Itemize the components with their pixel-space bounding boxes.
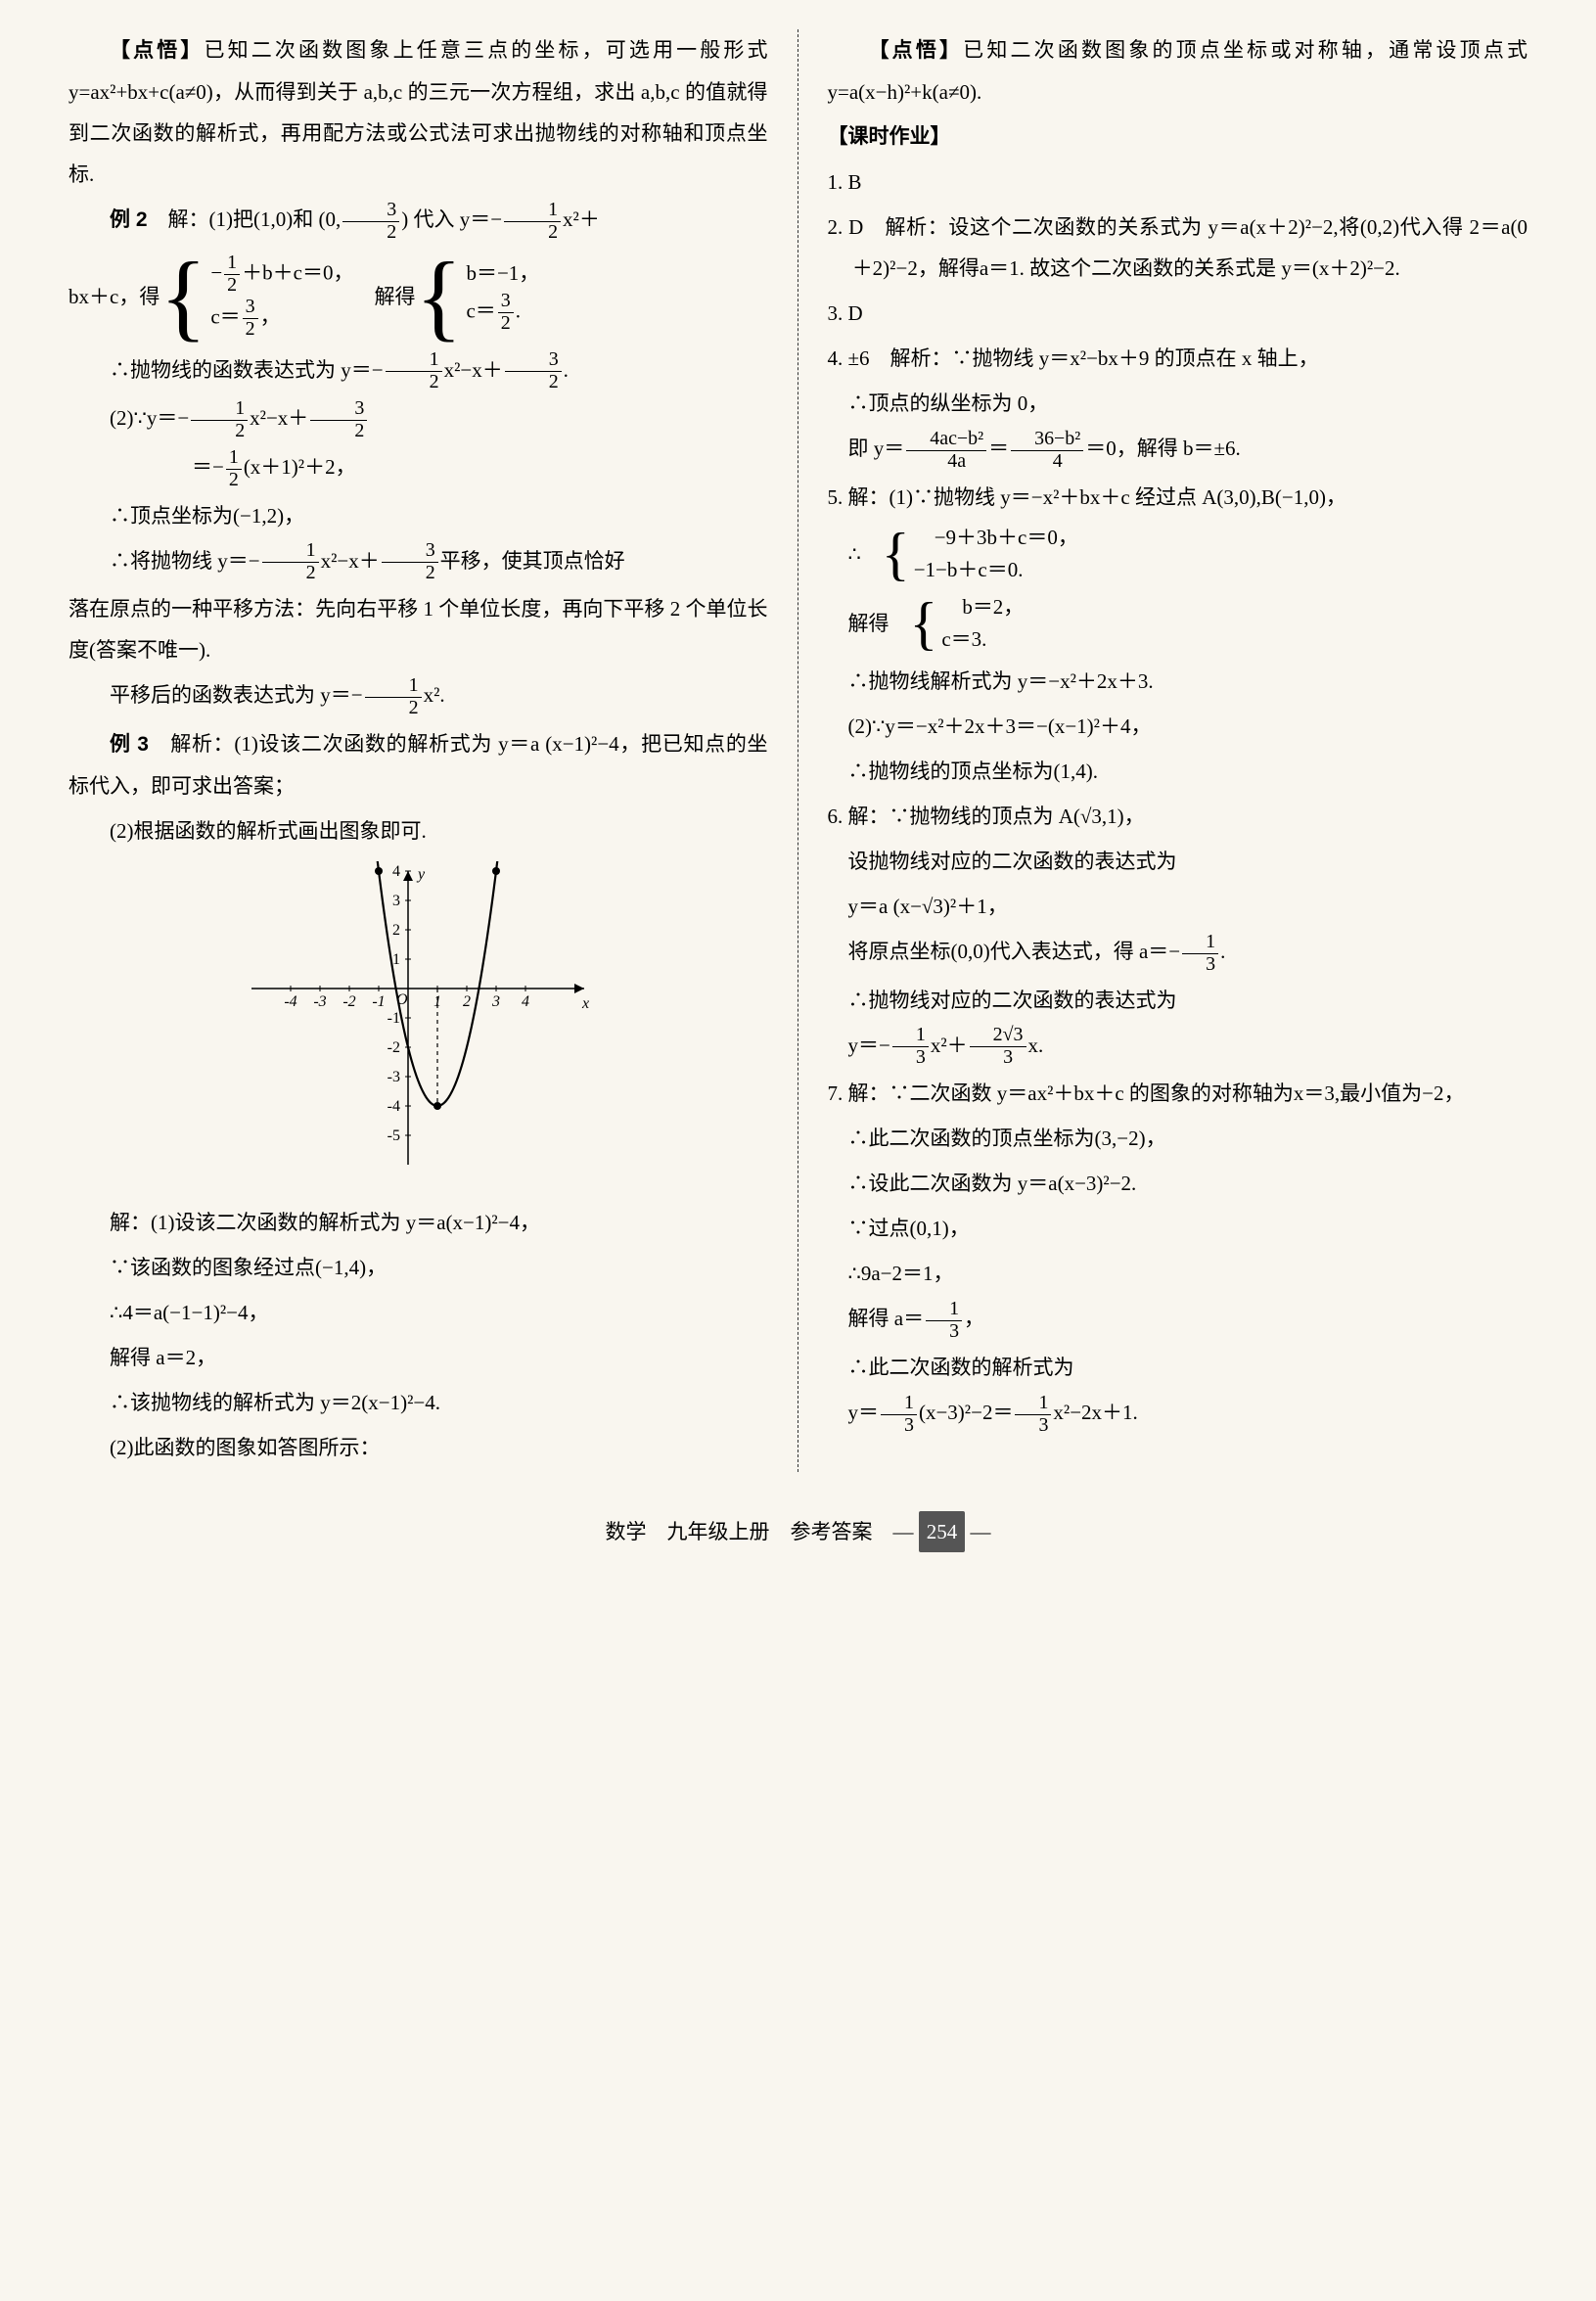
- parabola-chart: -4-3-2-112341234-1-2-3-4-5Oxy: [68, 861, 768, 1188]
- ex2-p3: ∴抛物线的函数表达式为 y＝−12x²−x＋32.: [68, 349, 768, 394]
- q7e: ∴9a−2＝1，: [828, 1253, 1528, 1294]
- svg-text:2: 2: [392, 922, 400, 939]
- ex3-p2: (2)根据函数的解析式画出图象即可.: [68, 810, 768, 851]
- ex2-p6: ∴顶点坐标为(−1,2)，: [68, 495, 768, 536]
- svg-text:x: x: [581, 995, 589, 1012]
- svg-text:y: y: [416, 866, 426, 883]
- svg-text:-3: -3: [388, 1069, 400, 1085]
- q7b: ∴此二次函数的顶点坐标为(3,−2)，: [828, 1118, 1528, 1159]
- left-column: 【点悟】已知二次函数图象上任意三点的坐标，可选用一般形式 y=ax²+bx+c(…: [39, 29, 798, 1472]
- ex2-p1c: x²＋: [563, 207, 600, 231]
- q5-sol: 解得 { b＝2， c＝3.: [828, 591, 1528, 657]
- svg-text:-4: -4: [388, 1098, 400, 1115]
- q5-sys: ∴ { −9＋3b＋c＝0， −1−b＋c＝0.: [828, 522, 1528, 587]
- q5e: ∴抛物线的顶点坐标为(1,4).: [828, 751, 1528, 792]
- right-column: 【点悟】已知二次函数图象的顶点坐标或对称轴，通常设顶点式 y=a(x−h)²+k…: [798, 29, 1558, 1472]
- svg-text:-2: -2: [388, 1039, 400, 1056]
- q1: 1. B: [828, 161, 1528, 203]
- svg-text:1: 1: [392, 951, 400, 968]
- svg-text:3: 3: [491, 993, 500, 1010]
- svg-text:-3: -3: [314, 993, 327, 1010]
- ex2-p2-lead: bx＋c，得: [68, 276, 160, 317]
- svg-text:2: 2: [463, 993, 471, 1010]
- dianwu1: 【点悟】已知二次函数图象上任意三点的坐标，可选用一般形式 y=ax²+bx+c(…: [68, 29, 768, 195]
- ex2-p5: ＝−12(x＋1)²＋2，: [68, 446, 768, 491]
- q5a: 5. 解：(1)∵抛物线 y＝−x²＋bx＋c 经过点 A(3,0),B(−1,…: [828, 477, 1528, 518]
- ex2-p9: 平移后的函数表达式为 y＝−12x².: [68, 674, 768, 719]
- q3: 3. D: [828, 293, 1528, 334]
- ex2-label: 例 2: [110, 208, 148, 231]
- q2: 2. D 解析：设这个二次函数的关系式为 y＝a(x＋2)²−2,将(0,2)代…: [828, 207, 1528, 289]
- footer-text-a: 数学 九年级上册 参考答案 —: [606, 1520, 914, 1543]
- svg-text:-2: -2: [343, 993, 356, 1010]
- q7d: ∵过点(0,1)，: [828, 1208, 1528, 1249]
- dianwu2: 【点悟】已知二次函数图象的顶点坐标或对称轴，通常设顶点式 y=a(x−h)²+k…: [828, 29, 1528, 113]
- dianwu2-label: 【点悟】: [869, 39, 964, 62]
- q6d: 将原点坐标(0,0)代入表达式，得 a＝−13.: [828, 931, 1528, 976]
- q7f: 解得 a＝13，: [828, 1298, 1528, 1343]
- svg-text:-1: -1: [388, 1010, 400, 1027]
- q4c: 即 y＝4ac−b²4a＝36−b²4＝0，解得 b＝±6.: [828, 428, 1528, 473]
- q4b: ∴顶点的纵坐标为 0，: [828, 383, 1528, 424]
- ex3-p1: 例 3 解析：(1)设该二次函数的解析式为 y＝a (x−1)²−4，把已知点的…: [68, 723, 768, 806]
- q7h: y＝13(x−3)²−2＝13x²−2x＋1.: [828, 1392, 1528, 1437]
- q7c: ∴设此二次函数为 y＝a(x−3)²−2.: [828, 1163, 1528, 1204]
- svg-text:-1: -1: [373, 993, 386, 1010]
- q7a: 7. 解：∵二次函数 y＝ax²＋bx＋c 的图象的对称轴为x＝3,最小值为−2…: [828, 1073, 1528, 1114]
- hw-label: 【课时作业】: [828, 116, 1528, 158]
- ex2-p1b: 代入 y＝−: [413, 207, 502, 231]
- ex2-line1: 例 2 解：(1)把(1,0)和 (0,32) 代入 y＝−12x²＋: [68, 199, 768, 244]
- footer-text-b: —: [971, 1520, 991, 1543]
- svg-text:4: 4: [392, 863, 400, 880]
- ex2-line2: bx＋c，得 { −12＋b＋c＝0， c＝32， 解得 { b＝−1， c＝3…: [68, 248, 768, 345]
- dianwu1-label: 【点悟】: [110, 39, 205, 62]
- q4a: 4. ±6 解析：∵抛物线 y＝x²−bx＋9 的顶点在 x 轴上，: [828, 338, 1528, 379]
- ex2-p1a: 解：(1)把(1,0)和: [168, 207, 314, 231]
- q5c: ∴抛物线解析式为 y＝−x²＋2x＋3.: [828, 661, 1528, 702]
- svg-text:4: 4: [522, 993, 529, 1010]
- sol-p5: ∴该抛物线的解析式为 y＝2(x−1)²−4.: [68, 1382, 768, 1423]
- q6c: y＝a (x−√3)²＋1，: [828, 886, 1528, 927]
- ex2-p7: ∴将抛物线 y＝−12x²−x＋32平移，使其顶点恰好: [68, 540, 768, 585]
- q7g: ∴此二次函数的解析式为: [828, 1347, 1528, 1388]
- sol-p1: 解：(1)设该二次函数的解析式为 y＝a(x−1)²−4，: [68, 1202, 768, 1243]
- sol-p4: 解得 a＝2，: [68, 1337, 768, 1378]
- svg-text:-4: -4: [285, 993, 297, 1010]
- sol-p6: (2)此函数的图象如答图所示：: [68, 1427, 768, 1468]
- svg-text:-5: -5: [388, 1127, 400, 1144]
- q5d: (2)∵y＝−x²＋2x＋3＝−(x−1)²＋4，: [828, 706, 1528, 747]
- page-number: 254: [919, 1511, 966, 1552]
- q6a: 6. 解：∵抛物线的顶点为 A(√3,1)，: [828, 796, 1528, 837]
- page-footer: 数学 九年级上册 参考答案 — 254 —: [39, 1511, 1557, 1552]
- svg-text:3: 3: [392, 893, 400, 909]
- parabola-svg: -4-3-2-112341234-1-2-3-4-5Oxy: [242, 861, 594, 1174]
- ex2-solution: { b＝−1， c＝32.: [415, 248, 539, 345]
- ex3-label: 例 3: [110, 733, 149, 756]
- page-columns: 【点悟】已知二次函数图象上任意三点的坐标，可选用一般形式 y=ax²+bx+c(…: [39, 29, 1557, 1472]
- ex2-p8: 落在原点的一种平移方法：先向右平移 1 个单位长度，再向下平移 2 个单位长度(…: [68, 588, 768, 670]
- ex2-jiede: 解得: [374, 276, 415, 317]
- sol-p2: ∵该函数的图象经过点(−1,4)，: [68, 1247, 768, 1288]
- q6b: 设抛物线对应的二次函数的表达式为: [828, 841, 1528, 882]
- ex2-p4: (2)∵y＝−12x²−x＋32: [68, 397, 768, 442]
- q6f: y＝−13x²＋2√33x.: [828, 1025, 1528, 1070]
- ex2-system: { −12＋b＋c＝0， c＝32，: [160, 248, 353, 345]
- sol-p3: ∴4＝a(−1−1)²−4，: [68, 1292, 768, 1333]
- q6e: ∴抛物线对应的二次函数的表达式为: [828, 980, 1528, 1021]
